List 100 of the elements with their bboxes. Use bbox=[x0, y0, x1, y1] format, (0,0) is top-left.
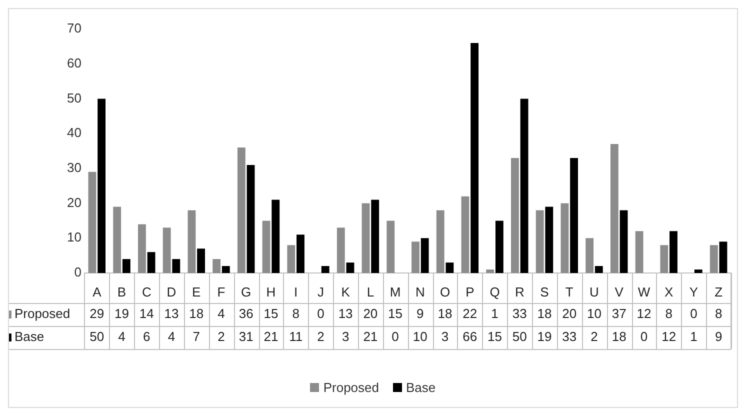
x-tick-label: I bbox=[294, 284, 298, 300]
x-tick-label: R bbox=[514, 284, 524, 300]
x-tick-label: J bbox=[317, 284, 324, 300]
data-label: 4 bbox=[118, 329, 126, 344]
bar bbox=[138, 224, 146, 273]
data-label: 50 bbox=[512, 329, 527, 344]
data-label: 9 bbox=[714, 329, 722, 344]
bar bbox=[98, 98, 106, 273]
x-tick-label: H bbox=[266, 284, 276, 300]
bar bbox=[147, 252, 156, 273]
bar bbox=[362, 203, 370, 273]
bar bbox=[536, 210, 544, 273]
bar bbox=[188, 210, 196, 273]
x-tick-label: U bbox=[590, 284, 599, 300]
x-tick-label: X bbox=[664, 284, 674, 300]
text: Base bbox=[406, 380, 436, 395]
bar bbox=[420, 238, 429, 273]
x-tick-label: F bbox=[217, 284, 226, 300]
data-label: 0 bbox=[640, 329, 648, 344]
y-tick-label: 40 bbox=[66, 125, 82, 140]
data-label: 4 bbox=[218, 306, 225, 322]
bar bbox=[470, 42, 479, 273]
bar bbox=[694, 270, 702, 273]
bar bbox=[162, 228, 171, 273]
data-label: 3 bbox=[441, 329, 449, 344]
x-tick-label: B bbox=[117, 284, 126, 300]
bar bbox=[172, 259, 180, 273]
data-label: 2 bbox=[317, 329, 324, 344]
y-tick-label: 70 bbox=[66, 20, 82, 36]
x-tick-label: L bbox=[366, 284, 374, 300]
text: Proposed bbox=[323, 380, 379, 395]
data-label: 0 bbox=[690, 306, 698, 322]
data-label: 1 bbox=[690, 329, 698, 344]
data-label: 13 bbox=[164, 306, 179, 322]
bar bbox=[620, 210, 628, 273]
data-label: 10 bbox=[587, 306, 602, 322]
x-tick-label: W bbox=[638, 284, 651, 300]
bar bbox=[436, 210, 444, 273]
x-tick-label: O bbox=[440, 284, 450, 300]
data-label: 18 bbox=[537, 306, 552, 322]
x-tick-label: A bbox=[92, 284, 102, 300]
data-label: 21 bbox=[363, 329, 378, 344]
data-label: 21 bbox=[264, 329, 278, 344]
x-tick-label: C bbox=[142, 284, 152, 300]
data-label: 15 bbox=[488, 329, 502, 344]
bar bbox=[670, 231, 678, 273]
x-tick-label: D bbox=[166, 284, 176, 300]
data-label: 22 bbox=[462, 306, 478, 322]
data-label: 15 bbox=[388, 306, 403, 322]
data-label: 10 bbox=[412, 329, 428, 344]
bar bbox=[520, 98, 528, 273]
bar bbox=[122, 259, 130, 273]
y-tick-label: 60 bbox=[66, 55, 82, 70]
x-tick-label: T bbox=[565, 284, 574, 300]
bar bbox=[570, 158, 578, 273]
y-tick-label: 50 bbox=[66, 90, 82, 106]
bar bbox=[287, 245, 296, 273]
bar bbox=[296, 234, 304, 273]
bar bbox=[113, 206, 122, 273]
bar bbox=[586, 238, 594, 273]
bar bbox=[246, 164, 255, 273]
bar bbox=[336, 228, 345, 273]
x-tick-label: M bbox=[390, 284, 401, 300]
bar bbox=[386, 220, 395, 273]
data-label: 37 bbox=[612, 306, 626, 322]
bar bbox=[88, 172, 96, 273]
data-label: 8 bbox=[292, 306, 300, 322]
bar bbox=[321, 266, 330, 273]
y-tick-label: 20 bbox=[66, 194, 82, 210]
bar bbox=[346, 262, 354, 273]
data-label: 13 bbox=[338, 306, 353, 322]
data-label: 11 bbox=[289, 329, 303, 344]
data-label: 29 bbox=[90, 306, 104, 322]
bar bbox=[237, 148, 246, 273]
data-label: 4 bbox=[168, 329, 176, 344]
bar bbox=[212, 259, 221, 273]
bar bbox=[461, 196, 470, 273]
x-tick-label: E bbox=[192, 284, 202, 300]
legend-label: Proposed bbox=[14, 306, 70, 322]
x-tick-label: G bbox=[241, 284, 252, 300]
data-label: 33 bbox=[562, 329, 577, 344]
data-label: 20 bbox=[562, 306, 577, 322]
data-label: 18 bbox=[438, 306, 452, 322]
data-label: 15 bbox=[264, 306, 278, 322]
x-tick-label: S bbox=[540, 284, 550, 300]
y-tick-label: 0 bbox=[74, 264, 82, 280]
data-label: 19 bbox=[537, 329, 552, 344]
data-label: 1 bbox=[491, 306, 498, 322]
bar bbox=[371, 200, 380, 273]
bar bbox=[511, 158, 519, 273]
bar bbox=[719, 242, 728, 273]
bar bbox=[446, 262, 454, 273]
bar bbox=[545, 206, 554, 273]
x-tick-label: P bbox=[466, 284, 474, 300]
y-tick-label: 10 bbox=[66, 230, 82, 245]
data-label: 0 bbox=[392, 329, 399, 344]
data-label: 0 bbox=[317, 306, 324, 322]
bar bbox=[222, 266, 230, 273]
data-label: 14 bbox=[139, 306, 154, 322]
data-label: 2 bbox=[218, 329, 225, 344]
